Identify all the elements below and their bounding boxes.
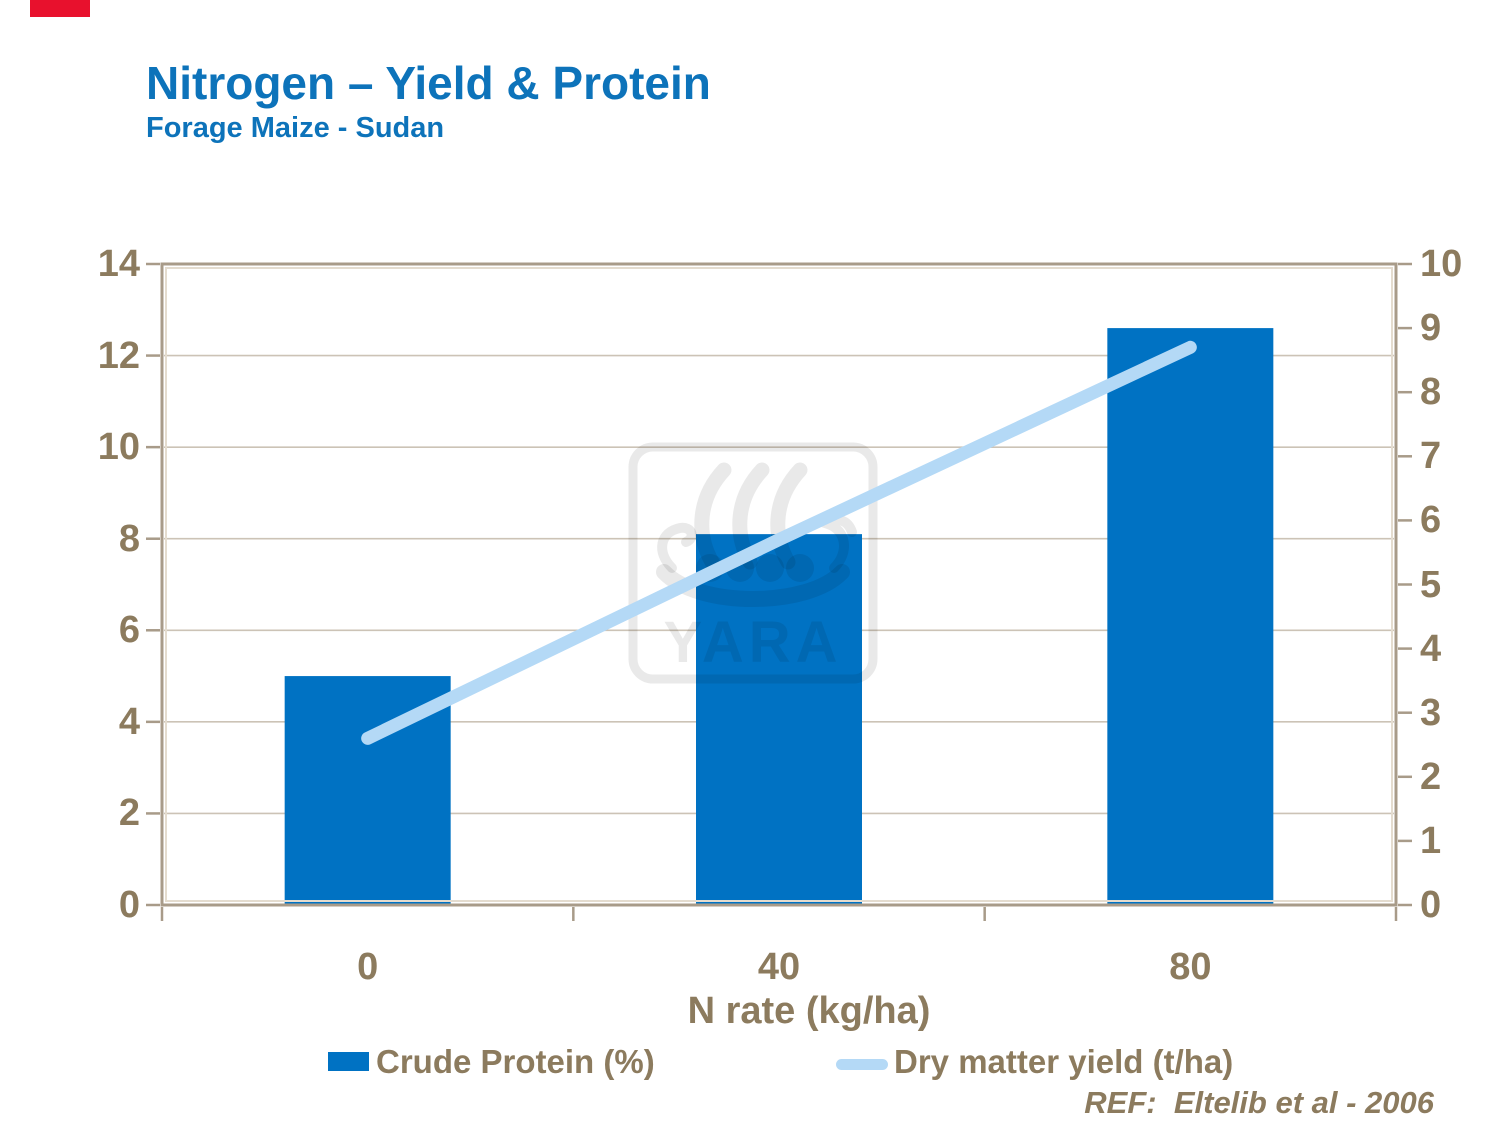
left-axis-tick-label: 10 xyxy=(97,426,140,469)
legend-line-label: Dry matter yield (t/ha) xyxy=(894,1043,1234,1080)
right-axis-tick-label: 8 xyxy=(1420,371,1442,414)
chart-subtitle: Forage Maize - Sudan xyxy=(146,112,445,144)
left-axis-tick-label: 6 xyxy=(118,609,140,652)
dry-matter-yield-line xyxy=(361,340,1197,745)
right-axis-tick-label: 10 xyxy=(1420,243,1463,285)
left-axis-tick-label: 8 xyxy=(118,517,140,560)
right-axis-tick-label: 1 xyxy=(1420,819,1442,862)
x-axis-tick-label: 0 xyxy=(357,946,379,988)
plot-border-highlight xyxy=(165,267,1393,902)
watermark-text: YARA xyxy=(663,610,842,675)
x-axis-tick-label: 40 xyxy=(757,946,801,988)
corner-red-mark xyxy=(30,0,90,17)
left-axis-tick-label: 4 xyxy=(118,700,140,743)
plot-border xyxy=(160,262,1398,907)
right-axis-tick-label: 3 xyxy=(1420,691,1442,734)
right-axis-tick-label: 9 xyxy=(1420,307,1442,350)
left-axis-tick-label: 14 xyxy=(97,243,140,285)
left-axis-tick-label: 0 xyxy=(118,884,140,926)
right-axis-tick-label: 0 xyxy=(1420,884,1442,926)
right-axis-tick-label: 5 xyxy=(1420,563,1442,606)
legend-bar-label: Crude Protein (%) xyxy=(376,1043,655,1080)
right-axis-tick-label: 6 xyxy=(1420,499,1442,542)
yara-watermark: YARA xyxy=(628,442,878,684)
right-axis-tick-label: 7 xyxy=(1420,435,1442,478)
x-axis-title: N rate (kg/ha) xyxy=(687,990,931,1032)
x-axis-tick-label: 80 xyxy=(1169,946,1212,988)
legend-bar-swatch xyxy=(328,1052,369,1071)
crude-protein-bar xyxy=(696,534,862,905)
left-axis-tick-label: 12 xyxy=(97,334,140,377)
right-axis-tick-label: 2 xyxy=(1420,755,1442,798)
right-axis-tick-label: 4 xyxy=(1420,627,1442,670)
crude-protein-bar xyxy=(1107,328,1274,906)
left-axis-tick-label: 2 xyxy=(118,792,140,835)
reference-text: REF: Eltelib et al - 2006 xyxy=(1084,1085,1434,1120)
chart-title: Nitrogen – Yield & Protein xyxy=(146,57,711,109)
legend-line-swatch xyxy=(836,1059,888,1070)
